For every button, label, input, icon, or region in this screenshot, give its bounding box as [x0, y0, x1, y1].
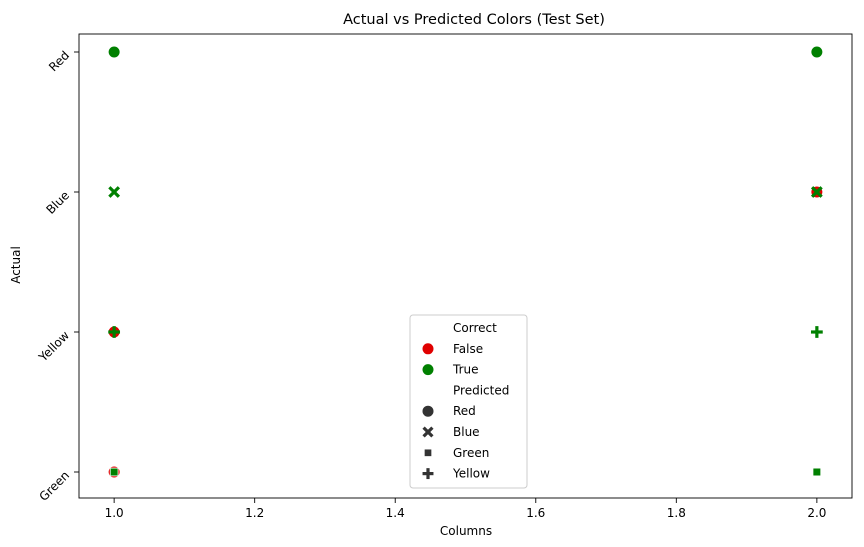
data-point — [108, 186, 121, 198]
legend-marker — [421, 342, 435, 356]
data-point — [107, 45, 121, 59]
y-tick-label: Blue — [43, 188, 72, 217]
legend-marker — [421, 404, 435, 418]
x-tick-label: 1.4 — [386, 506, 405, 520]
legend-entry: Yellow — [452, 467, 490, 481]
legend-title: Correct — [453, 321, 497, 335]
x-tick-label: 1.8 — [667, 506, 686, 520]
legend-entry: False — [453, 342, 483, 356]
y-tick-label: Red — [46, 48, 72, 74]
x-tick-label: 1.2 — [245, 506, 264, 520]
chart-title: Actual vs Predicted Colors (Test Set) — [343, 12, 605, 28]
y-axis-label: Actual — [9, 246, 23, 284]
x-axis-label: Columns — [440, 524, 492, 538]
data-point — [108, 326, 121, 338]
legend-title: Predicted — [453, 383, 509, 397]
axes-frame — [78, 33, 853, 499]
data-point — [812, 467, 822, 477]
x-tick-label: 1.6 — [526, 506, 545, 520]
y-tick-label: Yellow — [35, 328, 72, 365]
legend-entry: Green — [453, 446, 489, 460]
data-point — [810, 186, 823, 198]
data-point — [810, 45, 824, 59]
x-tick-label: 2.0 — [807, 506, 826, 520]
y-tick-label: Green — [37, 468, 73, 504]
legend-marker — [421, 363, 435, 377]
legend: Correct False True Predicted Red Blue Green Yel… — [409, 314, 528, 489]
legend-entry: True — [452, 363, 479, 377]
legend-box — [409, 314, 528, 489]
legend-entry: Red — [453, 404, 476, 418]
legend-marker — [422, 426, 434, 438]
data-point — [810, 326, 823, 338]
legend-marker — [423, 448, 433, 457]
x-tick-label: 1.0 — [105, 506, 124, 520]
legend-marker — [422, 468, 434, 480]
data-point — [109, 467, 119, 477]
legend-entry: Blue — [453, 425, 480, 439]
